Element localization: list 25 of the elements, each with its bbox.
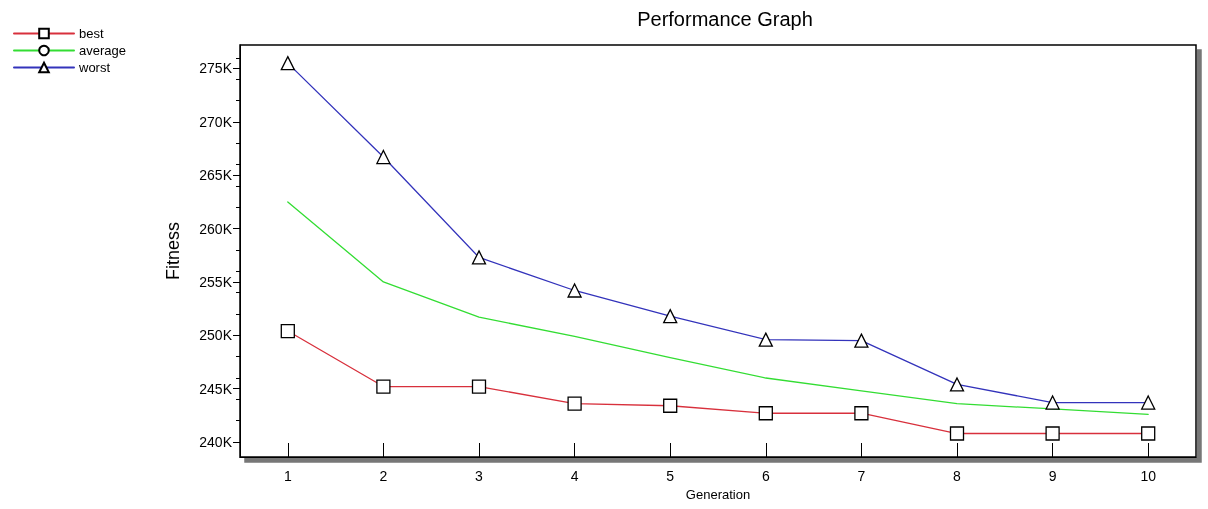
legend-label: worst — [78, 60, 111, 75]
y-tick-label: 245K — [199, 380, 233, 397]
x-tick-label: 7 — [857, 468, 866, 484]
x-tick-label: 8 — [953, 468, 962, 484]
legend-label: average — [79, 43, 126, 58]
y-tick-label: 255K — [199, 273, 233, 290]
y-tick-label: 240K — [199, 434, 233, 451]
x-tick-label: 3 — [475, 468, 484, 484]
y-tick-label: 270K — [199, 113, 233, 130]
y-axis-title: Fitness — [163, 221, 183, 281]
x-tick-label: 1 — [283, 468, 292, 484]
x-tick-label: 2 — [379, 468, 388, 484]
x-tick-label: 5 — [666, 468, 675, 484]
legend-label: best — [79, 26, 104, 41]
y-tick-label: 250K — [199, 327, 233, 344]
line-series — [287, 201, 1149, 415]
chart-title: Performance Graph — [637, 8, 813, 30]
x-tick-label: 4 — [570, 468, 579, 484]
y-tick-label: 260K — [199, 220, 233, 237]
x-axis-title: Generation — [685, 486, 751, 502]
x-tick-label: 9 — [1048, 468, 1057, 484]
x-tick-label: 6 — [761, 468, 770, 484]
y-tick-label: 265K — [199, 167, 233, 184]
x-tick-label: 10 — [1140, 468, 1157, 484]
y-tick-label: 275K — [199, 60, 233, 77]
